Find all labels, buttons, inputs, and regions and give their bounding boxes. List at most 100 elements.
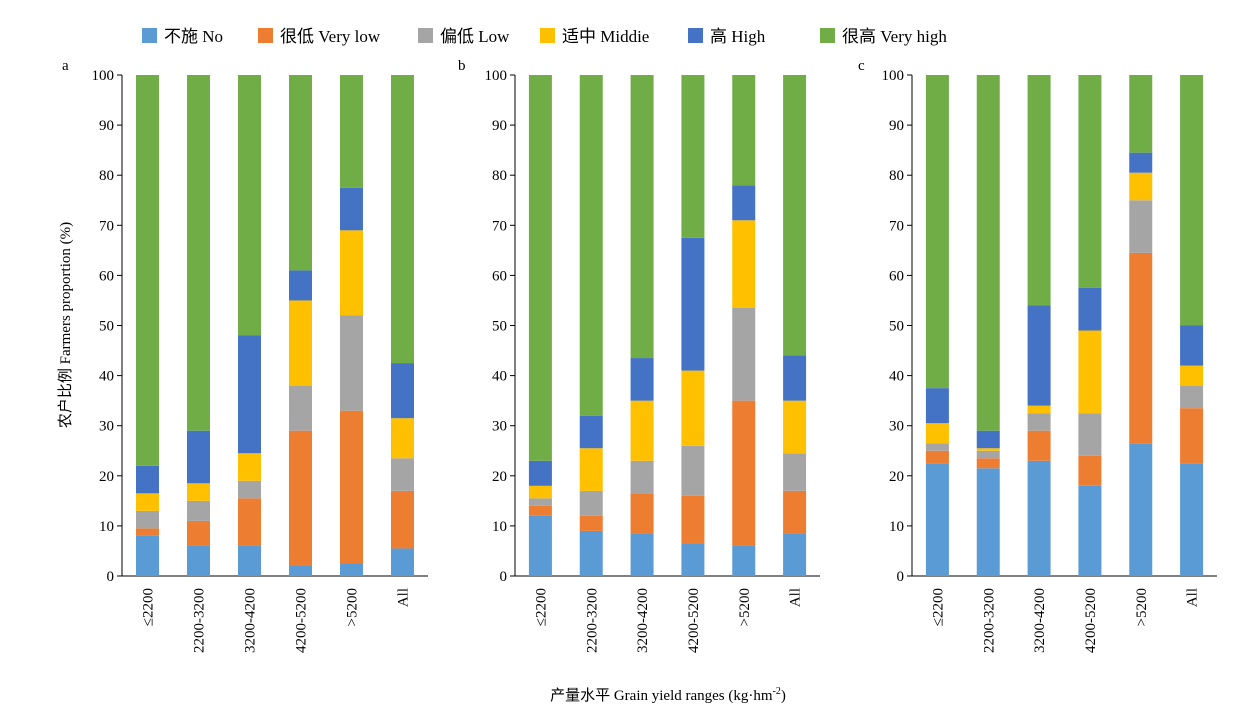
- x-tick-label: 4200-5200: [1083, 588, 1099, 653]
- y-tick-label: 10: [889, 519, 904, 535]
- legend-swatch: [820, 28, 835, 43]
- y-tick-label: 50: [492, 319, 507, 335]
- bar-segment: [976, 450, 1000, 459]
- bar-segment: [1078, 330, 1102, 414]
- x-tick-label: All: [1185, 588, 1201, 607]
- bar-segment: [289, 300, 312, 386]
- bar-segment: [1027, 413, 1051, 431]
- y-tick-label: 100: [882, 68, 905, 84]
- y-tick-label: 70: [99, 218, 114, 234]
- bar-segment: [391, 548, 414, 576]
- bar-segment: [630, 460, 654, 494]
- bar-segment: [925, 75, 949, 389]
- bar-segment: [732, 185, 756, 221]
- bar-segment: [238, 480, 261, 499]
- x-tick-label: ≤2200: [533, 588, 549, 626]
- bar-segment: [976, 468, 1000, 576]
- bar-segment: [976, 448, 1000, 451]
- x-tick-label: ≤2200: [930, 588, 946, 626]
- bar-segment: [528, 75, 552, 461]
- bar-segment: [238, 453, 261, 481]
- x-tick-label: 2200-3200: [584, 588, 600, 653]
- y-tick-label: 60: [889, 268, 904, 284]
- bar-segment: [340, 563, 363, 576]
- x-tick-label: 4200-5200: [294, 588, 310, 653]
- bar-segment: [630, 358, 654, 401]
- bar-segment: [783, 75, 807, 356]
- bar-segment: [289, 565, 312, 576]
- y-tick-label: 50: [99, 319, 114, 335]
- bar-segment: [732, 545, 756, 576]
- bar-segment: [1129, 252, 1153, 444]
- bar-segment: [925, 450, 949, 464]
- bar-segment: [187, 500, 210, 521]
- bar-segment: [1027, 75, 1051, 306]
- bar-segment: [187, 545, 210, 576]
- bar-segment: [391, 458, 414, 491]
- legend-swatch: [540, 28, 555, 43]
- bar-segment: [783, 490, 807, 534]
- x-tick-label: ≤2200: [141, 588, 157, 626]
- bar-segment: [1027, 460, 1051, 576]
- y-tick-label: 30: [99, 419, 114, 435]
- bar-segment: [732, 400, 756, 546]
- bar-segment: [630, 400, 654, 461]
- bar-segment: [391, 490, 414, 549]
- bar-segment: [1078, 455, 1102, 486]
- bar-segment: [1078, 287, 1102, 331]
- bar-segment: [783, 453, 807, 491]
- y-tick-label: 80: [492, 168, 507, 184]
- y-tick-label: 20: [889, 469, 904, 485]
- y-axis-title: 农户比例 Farmers proportion (%): [57, 222, 74, 428]
- bar-segment: [340, 410, 363, 564]
- bar-segment: [681, 543, 705, 576]
- bar-segment: [579, 515, 603, 531]
- bar-segment: [1180, 75, 1204, 326]
- bar-segment: [925, 463, 949, 576]
- bar-segment: [1129, 152, 1153, 173]
- y-tick-label: 40: [99, 369, 114, 385]
- bar-segment: [732, 75, 756, 186]
- legend-swatch: [688, 28, 703, 43]
- bar-segment: [976, 75, 1000, 431]
- y-tick-label: 80: [99, 168, 114, 184]
- x-tick-label: All: [396, 588, 412, 607]
- bar-segment: [579, 530, 603, 576]
- bar-segment: [783, 355, 807, 401]
- bar-segment: [681, 370, 705, 446]
- bar-segment: [391, 75, 414, 364]
- y-tick-label: 0: [107, 569, 115, 585]
- bar-segment: [630, 75, 654, 359]
- y-tick-label: 10: [99, 519, 114, 535]
- x-tick-label: 3200-4200: [243, 588, 259, 653]
- bar-segment: [528, 505, 552, 516]
- bar-segment: [1129, 75, 1153, 153]
- bar-segment: [187, 430, 210, 484]
- y-tick-label: 90: [99, 118, 114, 134]
- bar-segment: [681, 75, 705, 238]
- y-tick-label: 60: [492, 268, 507, 284]
- bar-segment: [630, 533, 654, 576]
- bar-segment: [1129, 172, 1153, 201]
- bar-segment: [925, 388, 949, 424]
- bar-segment: [187, 520, 210, 546]
- bar-segment: [136, 535, 159, 576]
- x-tick-label: 2200-3200: [981, 588, 997, 653]
- bar-segment: [681, 237, 705, 371]
- bar-segment: [1180, 463, 1204, 576]
- bar-segment: [1078, 413, 1102, 456]
- y-tick-label: 20: [99, 469, 114, 485]
- bar-segment: [136, 465, 159, 494]
- bar-segment: [630, 493, 654, 534]
- bar-segment: [136, 528, 159, 536]
- bar-segment: [289, 75, 312, 271]
- panel-c: c 0 10 20 30 40 50 60 70 80 90 100 ≤2200 2200-3200 320…: [858, 58, 1217, 653]
- y-tick-label: 0: [897, 569, 905, 585]
- bar-segment: [732, 220, 756, 308]
- bar-segment: [925, 423, 949, 444]
- legend-swatch: [142, 28, 157, 43]
- legend-label: 高 High: [710, 27, 766, 46]
- panel-a: a 0 10 20 30 40 50 60 70 80 90 100 ≤2200 2200-3200 320…: [62, 58, 428, 653]
- bar-segment: [528, 485, 552, 499]
- legend-label: 偏低 Low: [440, 27, 510, 46]
